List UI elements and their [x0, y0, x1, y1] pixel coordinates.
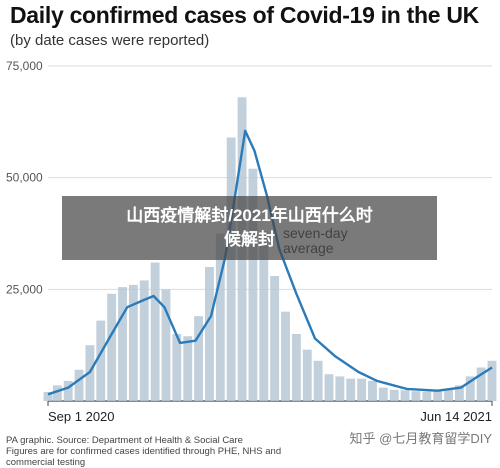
- bar: [302, 349, 312, 401]
- bar: [454, 385, 464, 401]
- bar: [357, 378, 367, 401]
- bar: [270, 275, 280, 401]
- y-tick-labels: 25,000 50,000 75,000: [6, 59, 43, 296]
- bar: [368, 380, 377, 401]
- bar: [465, 376, 475, 401]
- bar: [378, 387, 388, 401]
- bar: [324, 374, 334, 401]
- bar: [118, 287, 127, 401]
- bar: [96, 320, 106, 401]
- bar: [139, 280, 149, 401]
- seven-day-average-line: [47, 129, 493, 396]
- source-note: PA graphic. Source: Department of Health…: [6, 435, 306, 468]
- bar: [281, 311, 290, 401]
- y-tick-label: 50,000: [6, 171, 43, 185]
- bar: [259, 231, 269, 401]
- bar: [172, 334, 182, 401]
- overlay-text: 山西疫情解封/2021年山西什么时候解封: [126, 206, 373, 249]
- bar: [128, 284, 138, 401]
- bar: [183, 336, 193, 401]
- bar: [43, 392, 53, 401]
- watermark: 知乎 @七月教育留学DIY: [349, 431, 492, 446]
- bar: [400, 390, 410, 401]
- bar: [389, 389, 399, 401]
- y-tick-label: 25,000: [6, 282, 43, 296]
- source-line-1: PA graphic. Source: Department of Health…: [6, 435, 243, 446]
- bar: [107, 293, 117, 401]
- bar: [248, 168, 258, 401]
- bar: [411, 391, 421, 401]
- chart-subtitle: (by date cases were reported): [10, 32, 210, 49]
- bar: [444, 389, 453, 401]
- bar: [63, 380, 73, 401]
- bar: [150, 262, 160, 401]
- chart-title: Daily confirmed cases of Covid-19 in the…: [10, 2, 479, 28]
- y-tick-label: 75,000: [6, 59, 43, 73]
- bar: [161, 289, 171, 401]
- source-line-2: Figures are for confirmed cases identifi…: [6, 446, 282, 468]
- bar: [215, 233, 225, 401]
- x-tick-label: Jun 14 2021: [420, 409, 492, 424]
- x-tick-labels: Sep 1 2020 Jun 14 2021: [47, 401, 493, 424]
- bar: [422, 391, 432, 401]
- x-tick-label: Sep 1 2020: [48, 409, 115, 424]
- bar: [291, 334, 301, 401]
- bar: [194, 316, 204, 401]
- bar: [335, 376, 345, 401]
- bar: [205, 267, 214, 401]
- bar: [487, 360, 497, 401]
- bar: [74, 369, 84, 401]
- seven-day-average-line-group: [47, 129, 493, 396]
- bar: [226, 137, 236, 401]
- bar: [346, 378, 356, 401]
- overlay-banner: 山西疫情解封/2021年山西什么时候解封: [62, 196, 437, 260]
- bar: [313, 360, 323, 401]
- bar: [52, 385, 62, 401]
- bar: [476, 367, 486, 401]
- bar: [433, 390, 443, 401]
